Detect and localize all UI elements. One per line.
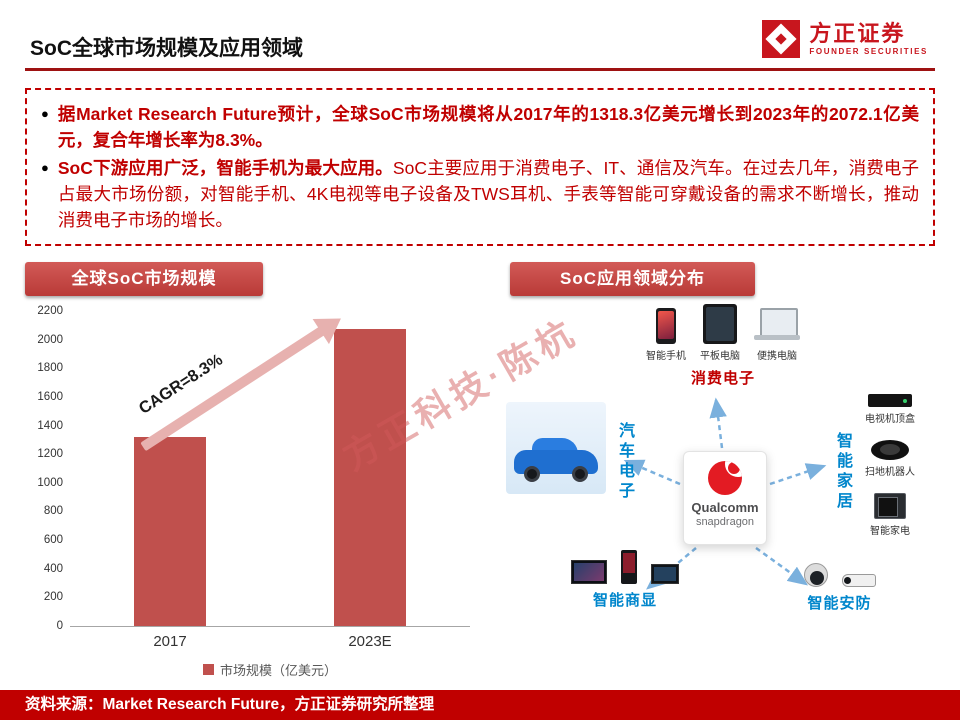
logo-subtitle: FOUNDER SECURITIES — [809, 46, 928, 56]
y-tick-label: 600 — [43, 534, 63, 547]
source-footer: 资料来源：Market Research Future，方正证券研究所整理 — [0, 690, 960, 720]
bar-2017 — [134, 437, 206, 626]
y-tick-label: 1800 — [37, 362, 63, 375]
y-tick-label: 0 — [56, 620, 63, 632]
smart-appliance-caption: 智能家电 — [870, 526, 910, 537]
legend-label: 市场规模（亿美元） — [219, 663, 337, 678]
y-tick-label: 200 — [43, 591, 63, 604]
smartphone-icon — [656, 308, 676, 344]
page-title: SoC全球市场规模及应用领域 — [30, 37, 303, 60]
bullet-item: ● SoC下游应用广泛，智能手机为最大应用。SoC主要应用于消费电子、IT、通信… — [41, 155, 919, 233]
security-group: 智能安防 — [772, 563, 907, 613]
security-label: 智能安防 — [807, 595, 872, 612]
diagram-title-ribbon: SoC应用领域分布 — [510, 262, 755, 296]
settop-box-caption: 电视机顶盒 — [865, 414, 915, 425]
y-tick-label: 400 — [43, 562, 63, 575]
application-diagram: 智能手机 平板电脑 便携电脑 消费电子 汽车电子 — [500, 298, 945, 690]
tablet-caption: 平板电脑 — [700, 351, 740, 362]
robot-vacuum-caption: 扫地机器人 — [865, 467, 915, 478]
founder-securities-logo: 方正证券 FOUNDER SECURITIES — [762, 20, 928, 58]
display-screen-icon — [571, 560, 607, 584]
laptop-icon — [754, 306, 800, 344]
settop-box-icon — [868, 394, 912, 407]
legend-swatch — [202, 664, 214, 675]
founder-logo-icon — [762, 20, 801, 58]
bullet-item: ● 据Market Research Future预计，全球SoC市场规模将从2… — [41, 101, 919, 153]
y-tick-label: 1600 — [37, 390, 63, 403]
y-tick-label: 1000 — [37, 476, 63, 489]
qualcomm-logo: Qualcomm snapdragon — [683, 451, 767, 545]
automotive-label: 汽车电子 — [616, 422, 633, 502]
chart-legend: 市场规模（亿美元） — [70, 660, 470, 679]
smartphone-caption: 智能手机 — [646, 351, 686, 362]
commercial-display-group: 智能商显 — [555, 550, 695, 610]
tablet-icon — [703, 304, 737, 344]
bar-2023E — [334, 329, 406, 626]
summary-box: ● 据Market Research Future预计，全球SoC市场规模将从2… — [25, 88, 935, 246]
bullet-2-lead: SoC下游应用广泛，智能手机为最大应用。 — [57, 158, 393, 178]
kiosk-icon — [621, 550, 637, 584]
robot-vacuum-icon — [871, 440, 909, 460]
header-divider — [25, 68, 935, 71]
chart-plot: 2017 2023E — [70, 312, 470, 650]
y-tick-label: 1200 — [37, 448, 63, 461]
y-tick-label: 2000 — [37, 333, 63, 346]
consumer-electronics-group: 智能手机 平板电脑 便携电脑 消费电子 — [628, 304, 818, 388]
snapdragon-flame-icon — [708, 461, 742, 495]
smart-home-group: 电视机顶盒 扫地机器人 智能家电 — [852, 394, 928, 537]
x-tick-label: 2023E — [348, 633, 392, 650]
chart-y-axis: 0 200 400 600 800 1000 1200 1400 1600 1800 2000 220… — [15, 300, 63, 688]
snapdragon-text: snapdragon — [695, 516, 755, 528]
bullet-marker: ● — [41, 106, 49, 121]
logo-name: 方正证券 — [809, 20, 906, 46]
dome-camera-icon — [803, 563, 828, 587]
bullet-camera-icon — [841, 574, 876, 587]
monitor-icon — [651, 564, 679, 584]
car-image — [506, 402, 606, 494]
y-tick-label: 1400 — [37, 419, 63, 432]
bullet-1-text: 据Market Research Future预计，全球SoC市场规模将从201… — [57, 104, 919, 150]
smart-appliance-icon — [874, 493, 906, 519]
y-tick-label: 800 — [43, 505, 63, 518]
market-size-chart: 0 200 400 600 800 1000 1200 1400 1600 1800 2000 220… — [15, 300, 495, 688]
consumer-electronics-label: 消费电子 — [690, 370, 755, 387]
bullet-2-rest: SoC主要应用于消费电子、IT、通信及汽车。在过去几年，消费电子占最大市场份额，… — [57, 158, 919, 230]
qualcomm-brand-text: Qualcomm — [691, 500, 759, 515]
smart-home-label: 智能家居 — [834, 432, 851, 512]
bullet-marker: ● — [41, 160, 49, 175]
y-tick-label: 2200 — [37, 305, 63, 317]
laptop-caption: 便携电脑 — [757, 351, 797, 362]
x-tick-label: 2017 — [153, 633, 187, 650]
commercial-display-label: 智能商显 — [592, 592, 657, 609]
chart-title-ribbon: 全球SoC市场规模 — [25, 262, 263, 296]
